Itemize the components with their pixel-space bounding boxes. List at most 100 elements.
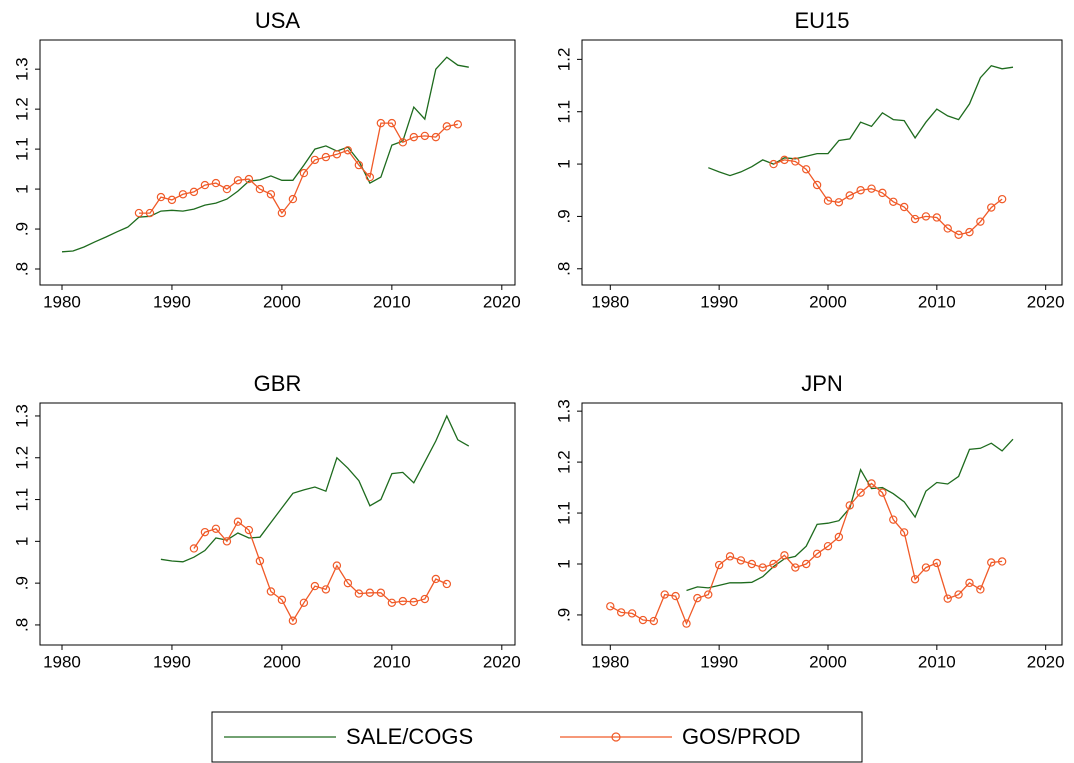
- x-tick-label: 2000: [809, 292, 847, 311]
- series-point: [354, 160, 364, 170]
- series-point: [145, 208, 155, 218]
- x-tick-label: 2010: [373, 652, 411, 671]
- y-tick-label: .9: [554, 608, 573, 622]
- y-tick-label: .8: [12, 262, 31, 276]
- series-point: [299, 598, 309, 607]
- series-point: [431, 132, 441, 142]
- series-line: [61, 56, 469, 253]
- series-point: [420, 131, 430, 141]
- series-point: [233, 176, 243, 185]
- series-point: [200, 180, 210, 190]
- series-point: [211, 178, 221, 188]
- series-point: [976, 585, 985, 594]
- series-point: [277, 208, 287, 218]
- series-point: [387, 118, 397, 128]
- series-point: [812, 180, 822, 190]
- series-point: [921, 563, 931, 572]
- series-point: [453, 120, 463, 129]
- series-point: [965, 227, 974, 237]
- series-point: [660, 590, 669, 599]
- series-point: [156, 192, 166, 202]
- y-tick-label: .8: [554, 262, 573, 276]
- x-tick-label: 2000: [263, 652, 301, 671]
- plot-frame: [581, 402, 1063, 646]
- panel-title: JPN: [801, 371, 843, 396]
- y-tick-label: 1: [12, 537, 31, 546]
- series-point: [277, 595, 287, 605]
- x-tick-label: 1990: [153, 292, 191, 311]
- series-point: [266, 190, 276, 199]
- series-point: [365, 588, 375, 597]
- x-tick-label: 2010: [373, 292, 411, 311]
- series-point: [376, 118, 386, 128]
- series-point: [255, 556, 265, 566]
- x-tick-label: 2010: [918, 292, 956, 311]
- y-tick-label: 1: [12, 184, 31, 193]
- series-point: [747, 559, 756, 569]
- series-point: [616, 608, 626, 617]
- series-point: [899, 202, 909, 212]
- y-tick-label: 1.1: [12, 137, 31, 161]
- series-point: [714, 560, 724, 570]
- series-point: [965, 578, 974, 588]
- series-point: [442, 122, 452, 131]
- series-point: [233, 517, 243, 526]
- panel-title: USA: [255, 8, 301, 33]
- series-line: [686, 438, 1014, 592]
- y-tick-label: 1.3: [12, 57, 31, 81]
- x-tick-label: 2020: [1027, 292, 1065, 311]
- x-tick-label: 2000: [809, 652, 847, 671]
- series-point: [834, 198, 844, 207]
- y-tick-label: 1.3: [554, 399, 573, 423]
- x-tick-label: 1980: [43, 292, 81, 311]
- series-point: [310, 581, 320, 591]
- legend-marker: [611, 732, 621, 742]
- series-point: [802, 165, 811, 174]
- series-point: [431, 574, 441, 584]
- series-point: [899, 528, 909, 537]
- series-point: [758, 563, 767, 572]
- x-tick-label: 2020: [483, 292, 521, 311]
- series-line: [609, 482, 1003, 626]
- x-tick-label: 2010: [918, 652, 956, 671]
- series-point: [997, 194, 1007, 204]
- series-point: [769, 559, 778, 569]
- panel-title: GBR: [254, 371, 302, 396]
- series-point: [987, 203, 996, 212]
- series-point: [288, 616, 298, 625]
- series-point: [878, 188, 887, 198]
- y-tick-label: 1.1: [554, 501, 573, 525]
- series-point: [376, 588, 386, 597]
- series-point: [943, 224, 952, 233]
- series-point: [299, 168, 309, 178]
- series-point: [693, 593, 702, 603]
- series-point: [398, 596, 408, 606]
- series-point: [997, 557, 1007, 566]
- series-point: [189, 544, 199, 553]
- y-tick-label: 1.2: [12, 97, 31, 121]
- series-point: [943, 594, 952, 603]
- plot-frame: [39, 39, 516, 286]
- x-tick-label: 1980: [591, 292, 629, 311]
- y-tick-label: .8: [12, 618, 31, 632]
- series-point: [932, 213, 942, 222]
- panel-title: EU15: [794, 8, 849, 33]
- legend-label: SALE/COGS: [346, 724, 473, 749]
- series-point: [736, 556, 746, 565]
- x-tick-label: 2020: [1027, 652, 1065, 671]
- series-point: [211, 524, 221, 534]
- series-point: [780, 155, 789, 165]
- series-point: [812, 549, 822, 559]
- series-point: [365, 172, 375, 182]
- plot-frame: [581, 39, 1063, 286]
- series-point: [856, 186, 865, 195]
- series-point: [288, 194, 298, 204]
- x-tick-label: 2000: [263, 292, 301, 311]
- series-point: [954, 590, 963, 599]
- y-tick-label: 1: [554, 159, 573, 168]
- y-tick-label: 1.2: [554, 450, 573, 474]
- series-point: [442, 579, 452, 589]
- series-point: [791, 563, 800, 572]
- series-point: [244, 525, 254, 535]
